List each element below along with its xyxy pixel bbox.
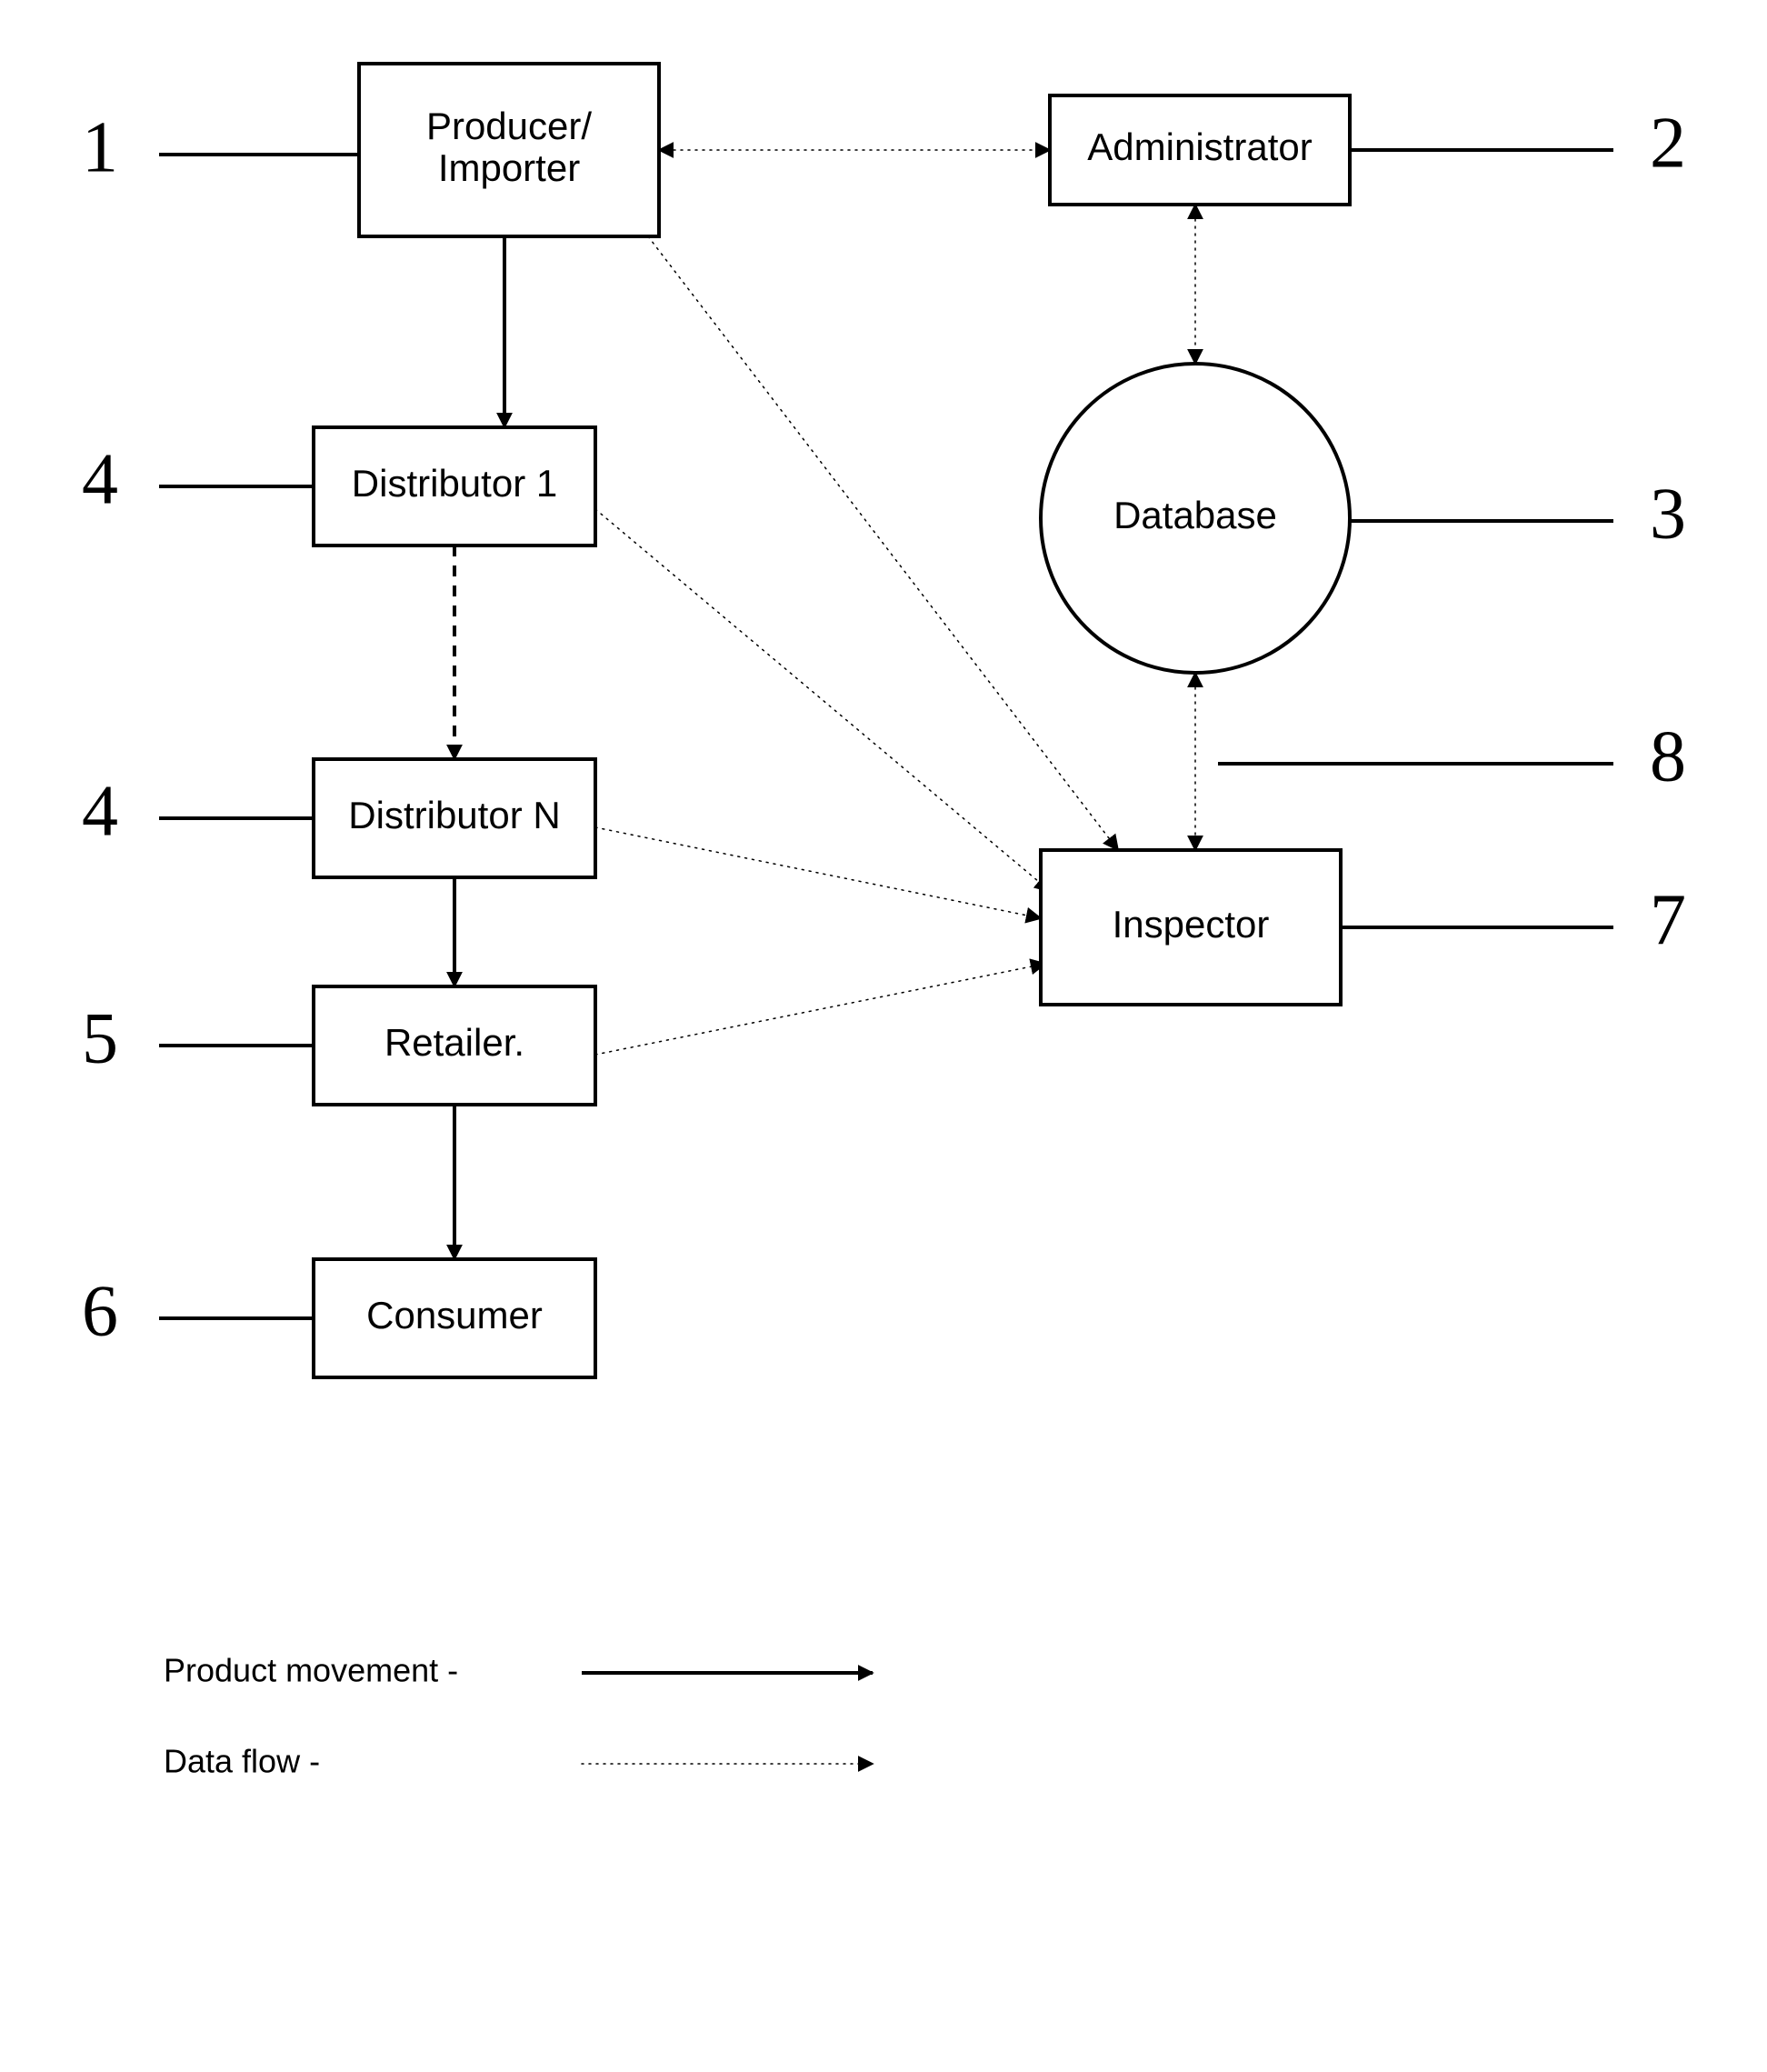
ref-number: 5 xyxy=(82,998,118,1078)
ref-number: 3 xyxy=(1650,474,1686,554)
legend-label: Data flow - xyxy=(164,1743,320,1780)
ref-number: 7 xyxy=(1650,880,1686,960)
node-label: Administrator xyxy=(1087,125,1312,168)
ref-number: 8 xyxy=(1650,716,1686,796)
node-distributor1: Distributor 1 xyxy=(314,427,595,546)
node-label: Inspector xyxy=(1113,903,1270,946)
node-label: Retailer. xyxy=(384,1021,524,1064)
ref-number: 1 xyxy=(82,107,118,187)
ref-number: 4 xyxy=(82,439,118,519)
ref-number: 2 xyxy=(1650,103,1686,183)
node-retailer: Retailer. xyxy=(314,986,595,1105)
node-label: Distributor N xyxy=(348,794,560,836)
node-producer: Producer/Importer xyxy=(359,64,659,236)
node-database: Database xyxy=(1041,364,1350,673)
ref-number: 4 xyxy=(82,771,118,851)
node-distributorN: Distributor N xyxy=(314,759,595,877)
node-inspector: Inspector xyxy=(1041,850,1341,1005)
node-label: Distributor 1 xyxy=(352,462,557,505)
node-label: Database xyxy=(1113,494,1277,536)
flowchart-diagram: Producer/Importer Administrator Distributo… xyxy=(0,0,1767,2072)
ref-number: 6 xyxy=(82,1271,118,1351)
node-label: Consumer xyxy=(366,1294,543,1336)
legend-label: Product movement - xyxy=(164,1652,458,1689)
node-administrator: Administrator xyxy=(1050,95,1350,205)
node-label: Producer/Importer xyxy=(426,105,592,189)
node-consumer: Consumer xyxy=(314,1259,595,1377)
